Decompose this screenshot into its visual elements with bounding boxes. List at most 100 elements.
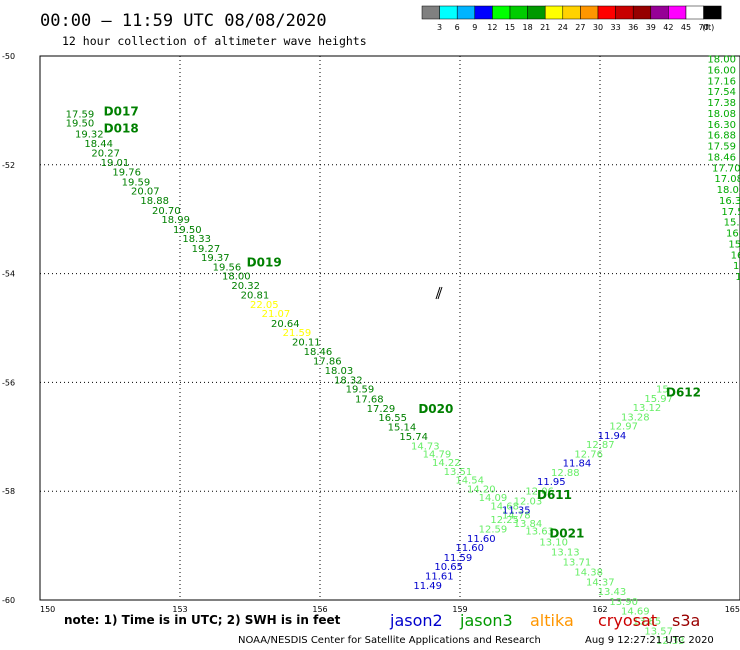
swh-value: 13.90 [609,597,638,608]
track-id-label: D020 [418,402,453,416]
swh-value: 13.57 [644,626,673,637]
swh-value: 11.49 [413,581,442,592]
swh-value: 17.38 [707,98,736,109]
swh-value: 15.7 [724,218,740,229]
legend-tick-label: 30 [593,23,603,32]
legend-swatch [668,5,687,20]
swh-value: 17.5 [721,207,740,218]
lon-tick-label: 153 [172,605,187,614]
legend-swatch [685,5,704,20]
swh-value: 20.81 [241,291,270,302]
legend-swatch [544,5,564,20]
footer-note: note: 1) Time is in UTC; 2) SWH is in fe… [64,613,341,627]
swh-value: 14.54 [455,476,484,487]
satellite-tracks: 17.59 D01719.5019.3218.4420.2719.0119.761… [66,55,740,648]
legend-tick-label: 18 [523,23,533,32]
swh-value: 22.05 [250,300,279,311]
swh-value: 18.46 [707,152,736,163]
legend-tick-label: 33 [611,23,621,32]
swh-value: 20.70 [152,206,181,217]
land-fragment [435,286,443,300]
legend-swatch [527,5,546,20]
swh-value: 20.07 [131,187,160,198]
swh-value: 18.88 [140,196,169,207]
swh-value: 13.13 [551,547,580,558]
swh-value: 13.63 [525,527,554,538]
legend-swatch [632,5,652,20]
swh-value: 15.97 [644,394,673,405]
lat-tick-label: -54 [2,270,15,279]
swh-value: 12.03 [514,496,543,507]
lat-tick-label: -56 [2,378,15,387]
mission-label: altika [530,611,574,630]
swh-value: 14.38 [574,568,603,579]
legend-swatch [562,5,581,20]
legend-swatch [597,5,616,20]
swh-value: 18.44 [84,139,113,150]
swh-value: 17.16 [707,76,736,87]
swh-value: 19.76 [112,168,141,179]
legend-tick-label: 39 [646,23,656,32]
track-id-label: D019 [247,255,282,269]
swh-value: 17.29 [367,404,396,415]
swh-value: 12.33 [656,636,685,647]
legend-swatch [492,5,511,20]
lat-tick-label: -60 [2,596,15,605]
lon-tick-label: 159 [452,605,467,614]
swh-value: 16.30 [707,120,736,131]
legend-tick-label: 45 [681,23,691,32]
swh-value: 18.03 [325,366,354,377]
legend-swatch [580,5,599,20]
swh-value: 12.88 [551,468,580,479]
legend-swatch [439,5,458,20]
swh-value: 19.50 [173,225,202,236]
legend-tick-label: 42 [663,23,673,32]
swh-value: 17.08 [714,174,740,185]
swh-value: 14.73 [411,441,440,452]
swh-value: 17.70 [712,163,740,174]
swh-value: 19.37 [201,253,230,264]
legend-tick-label: 12 [487,23,497,32]
swh-value: 14.78 [502,510,531,521]
mission-label: jason3 [459,611,513,630]
swh-value: 18.08 [707,109,736,120]
swh-value: 13.10 [539,538,568,549]
legend-tick-label: 21 [540,23,550,32]
legend-swatch [509,5,528,20]
swh-value: 20.64 [271,319,300,330]
swh-value: 19.50 [66,119,95,130]
map-gridlines [40,56,740,600]
page-subtitle: 12 hour collection of altimeter wave hei… [62,34,367,48]
page-title: 00:00 – 11:59 UTC 08/08/2020 [40,11,327,31]
track-id-label: D017 [104,104,139,118]
swh-value: 21.59 [283,328,312,339]
swh-value: 12.25 [490,515,519,526]
swh-value: 19.59 [122,177,151,188]
swh-value: 18.02 [717,185,740,196]
swh-value: 17.59 [66,109,95,120]
swh-value: 16.34 [719,196,740,207]
swh-value: 16.55 [378,413,407,424]
swh-value: 19.56 [213,262,242,273]
swh-value: 16.1 [726,229,740,240]
swh-value: 20.11 [292,337,321,348]
color-legend: 3 6 9 12 15 18 21 24 27 30 33 36 39 42 45 70(ft) [421,5,722,32]
swh-value: 11.60 [467,534,496,545]
swh-value: 16.00 [707,65,736,76]
swh-value: 19.59 [346,385,375,396]
track-id-label: D018 [104,122,139,136]
legend-tick-label: 9 [472,23,477,32]
swh-value: 18.46 [304,347,333,358]
legend-tick-label: 36 [628,23,638,32]
swh-value: 20.27 [91,149,120,160]
legend-tick-label: 70 [699,23,709,32]
swh-value: 18.32 [334,375,363,386]
swh-value: 13.51 [444,467,473,478]
lon-tick-label: 165 [725,605,740,614]
swh-value: 16 [735,272,740,283]
legend-tick-label: 3 [437,23,442,32]
legend-swatch [474,5,493,20]
legend-swatch [703,5,722,20]
footer-timestamp: Aug 9 12:27:21 UTC 2020 [585,635,714,646]
lon-tick-label: 156 [312,605,327,614]
